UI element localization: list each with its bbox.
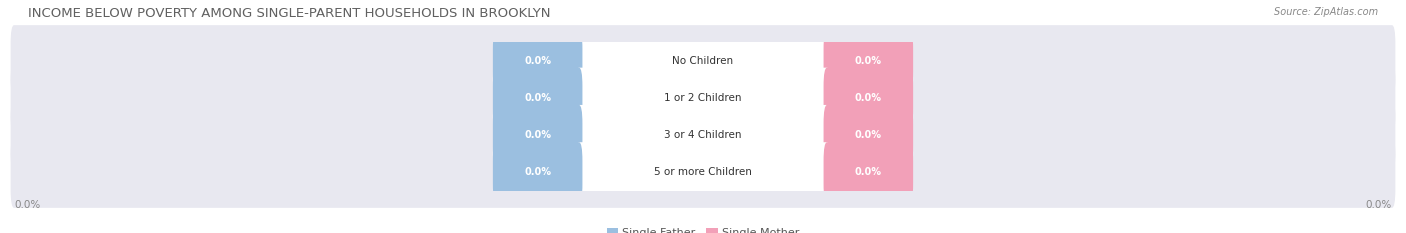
Text: 0.0%: 0.0% [524, 93, 551, 103]
Text: 3 or 4 Children: 3 or 4 Children [664, 130, 742, 140]
Text: Source: ZipAtlas.com: Source: ZipAtlas.com [1274, 7, 1378, 17]
FancyBboxPatch shape [11, 25, 1395, 96]
FancyBboxPatch shape [494, 68, 582, 128]
Text: 5 or more Children: 5 or more Children [654, 168, 752, 177]
FancyBboxPatch shape [11, 62, 1395, 133]
FancyBboxPatch shape [824, 30, 912, 91]
Text: 0.0%: 0.0% [14, 200, 41, 210]
Text: No Children: No Children [672, 56, 734, 65]
Text: 0.0%: 0.0% [1365, 200, 1392, 210]
Legend: Single Father, Single Mother: Single Father, Single Mother [606, 228, 800, 233]
FancyBboxPatch shape [824, 105, 912, 165]
FancyBboxPatch shape [575, 142, 831, 203]
Text: 0.0%: 0.0% [855, 56, 882, 65]
FancyBboxPatch shape [494, 142, 582, 203]
Text: INCOME BELOW POVERTY AMONG SINGLE-PARENT HOUSEHOLDS IN BROOKLYN: INCOME BELOW POVERTY AMONG SINGLE-PARENT… [28, 7, 551, 20]
FancyBboxPatch shape [494, 30, 582, 91]
FancyBboxPatch shape [575, 105, 831, 165]
FancyBboxPatch shape [11, 137, 1395, 208]
FancyBboxPatch shape [824, 142, 912, 203]
FancyBboxPatch shape [11, 100, 1395, 171]
FancyBboxPatch shape [494, 105, 582, 165]
Text: 0.0%: 0.0% [855, 168, 882, 177]
Text: 0.0%: 0.0% [855, 130, 882, 140]
FancyBboxPatch shape [575, 30, 831, 91]
FancyBboxPatch shape [824, 68, 912, 128]
Text: 1 or 2 Children: 1 or 2 Children [664, 93, 742, 103]
FancyBboxPatch shape [575, 68, 831, 128]
Text: 0.0%: 0.0% [855, 93, 882, 103]
Text: 0.0%: 0.0% [524, 168, 551, 177]
Text: 0.0%: 0.0% [524, 56, 551, 65]
Text: 0.0%: 0.0% [524, 130, 551, 140]
